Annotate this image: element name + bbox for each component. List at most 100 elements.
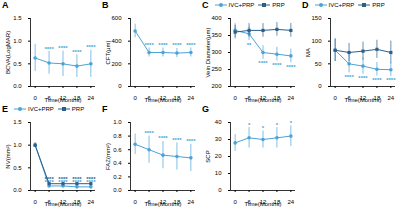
svg-text:40: 40 xyxy=(215,119,222,125)
html-text:E: E xyxy=(2,104,8,114)
svg-text:Time(Months): Time(Months) xyxy=(145,201,182,207)
svg-text:1.0: 1.0 xyxy=(13,38,22,44)
html-text:IVC+PRP: IVC+PRP xyxy=(228,2,255,8)
svg-text:24: 24 xyxy=(88,199,95,205)
svg-text:****: **** xyxy=(86,176,96,182)
html-text:G: G xyxy=(202,104,209,114)
svg-text:0: 0 xyxy=(218,187,222,193)
svg-text:****: **** xyxy=(186,42,196,48)
svg-text:0: 0 xyxy=(118,83,122,89)
svg-text:0.5: 0.5 xyxy=(13,61,22,67)
svg-text:****: **** xyxy=(158,135,168,141)
svg-text:1.0: 1.0 xyxy=(113,119,122,125)
svg-text:Time(Months): Time(Months) xyxy=(45,201,82,207)
svg-text:0: 0 xyxy=(133,199,137,205)
svg-text:BCVA(LogMAR): BCVA(LogMAR) xyxy=(5,31,11,74)
svg-text:24: 24 xyxy=(288,95,295,101)
svg-text:****: **** xyxy=(86,44,96,50)
svg-text:1.5: 1.5 xyxy=(13,119,22,125)
svg-text:Time(Months): Time(Months) xyxy=(245,97,282,103)
svg-text:Time(Months): Time(Months) xyxy=(45,97,82,103)
svg-text:1.0: 1.0 xyxy=(13,142,22,148)
svg-text:0: 0 xyxy=(33,199,37,205)
svg-text:250: 250 xyxy=(211,66,222,72)
svg-text:Time(Months): Time(Months) xyxy=(145,97,182,103)
svg-text:****: **** xyxy=(172,137,182,143)
svg-text:****: **** xyxy=(58,45,68,51)
svg-text:****: **** xyxy=(58,176,68,182)
html-text:PRP: PRP xyxy=(71,106,85,112)
svg-text:0.2: 0.2 xyxy=(113,174,122,180)
svg-text:****: **** xyxy=(172,42,182,48)
svg-text:300: 300 xyxy=(211,49,222,55)
svg-text:200: 200 xyxy=(211,83,222,89)
svg-text:0.0: 0.0 xyxy=(13,83,22,89)
svg-text:24: 24 xyxy=(188,95,195,101)
svg-text:****: **** xyxy=(72,49,82,55)
svg-text:Time(Months): Time(Months) xyxy=(345,97,382,103)
html-text:A: A xyxy=(2,0,9,10)
svg-text:*: * xyxy=(248,122,251,128)
svg-text:FAZ(mm²): FAZ(mm²) xyxy=(105,143,111,170)
svg-text:0.0: 0.0 xyxy=(13,187,22,193)
svg-text:0.0: 0.0 xyxy=(113,187,122,193)
svg-text:****: **** xyxy=(144,42,154,48)
svg-text:350: 350 xyxy=(211,32,222,38)
svg-text:****: **** xyxy=(372,77,382,83)
svg-text:Time(Months): Time(Months) xyxy=(245,201,282,207)
svg-text:0: 0 xyxy=(333,95,337,101)
svg-text:****: **** xyxy=(358,75,368,81)
svg-text:Vein Diameter(μm): Vein Diameter(μm) xyxy=(205,27,211,77)
svg-text:****: **** xyxy=(158,42,168,48)
svg-text:0: 0 xyxy=(133,95,137,101)
svg-text:100: 100 xyxy=(311,38,322,44)
html-text:D: D xyxy=(302,0,309,10)
svg-text:MA: MA xyxy=(305,48,311,57)
html-text:PRP: PRP xyxy=(272,2,285,8)
svg-text:*: * xyxy=(290,120,293,126)
svg-text:0: 0 xyxy=(33,95,37,101)
svg-text:*: * xyxy=(262,125,265,131)
html-text:C: C xyxy=(202,0,209,10)
svg-text:****: **** xyxy=(186,138,196,144)
html-text:IVC+PRP: IVC+PRP xyxy=(328,2,355,8)
svg-text:CFT(μm): CFT(μm) xyxy=(105,40,111,64)
svg-text:****: **** xyxy=(286,64,296,70)
svg-text:200: 200 xyxy=(111,61,122,67)
svg-text:0: 0 xyxy=(318,83,322,89)
svg-text:****: **** xyxy=(272,62,282,68)
svg-text:400: 400 xyxy=(211,15,222,21)
svg-text:*: * xyxy=(276,122,279,128)
svg-text:0.4: 0.4 xyxy=(113,160,122,166)
svg-text:****: **** xyxy=(144,130,154,136)
svg-text:NV(mm²): NV(mm²) xyxy=(5,144,11,168)
svg-text:20: 20 xyxy=(215,153,222,159)
svg-text:****: **** xyxy=(258,60,268,66)
svg-text:****: **** xyxy=(386,77,396,83)
html-text:PRP: PRP xyxy=(372,2,385,8)
svg-text:****: **** xyxy=(72,176,82,182)
svg-text:1.5: 1.5 xyxy=(13,15,22,21)
svg-text:24: 24 xyxy=(288,199,295,205)
svg-text:24: 24 xyxy=(88,95,95,101)
svg-text:****: **** xyxy=(44,46,54,52)
svg-text:50: 50 xyxy=(315,61,322,67)
svg-text:400: 400 xyxy=(111,38,122,44)
html-text:IVC+PRP: IVC+PRP xyxy=(28,106,54,112)
svg-text:****: **** xyxy=(44,176,54,182)
svg-text:0: 0 xyxy=(233,95,237,101)
svg-text:24: 24 xyxy=(388,95,395,101)
svg-text:150: 150 xyxy=(311,15,322,21)
svg-text:SCP: SCP xyxy=(205,150,211,162)
html-text:B: B xyxy=(102,0,109,10)
svg-text:24: 24 xyxy=(188,199,195,205)
svg-text:****: **** xyxy=(344,74,354,80)
svg-text:30: 30 xyxy=(215,136,222,142)
svg-text:0.6: 0.6 xyxy=(113,147,122,153)
svg-text:0.5: 0.5 xyxy=(13,165,22,171)
svg-text:**: ** xyxy=(247,42,252,48)
svg-text:0.8: 0.8 xyxy=(113,133,122,139)
svg-text:0: 0 xyxy=(233,199,237,205)
svg-text:10: 10 xyxy=(215,170,222,176)
svg-text:600: 600 xyxy=(111,15,122,21)
